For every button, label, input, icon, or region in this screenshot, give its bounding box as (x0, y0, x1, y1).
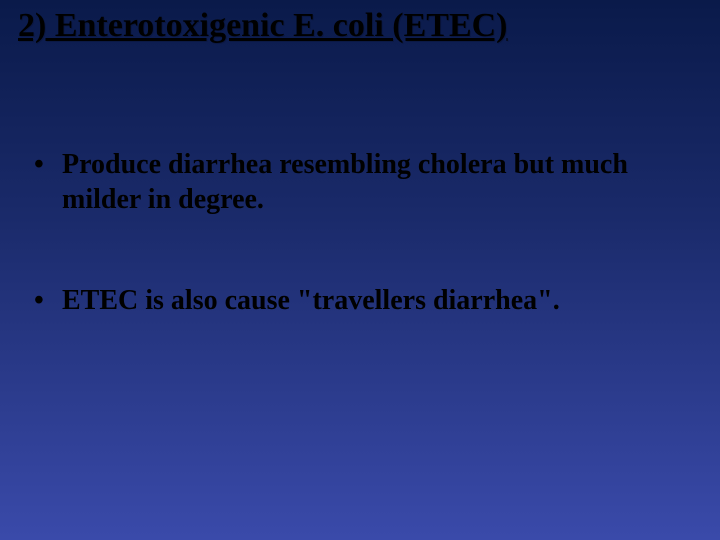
bullet-item: ETEC is also cause "travellers diarrhea"… (34, 283, 702, 318)
slide-container: 2) Enterotoxigenic E. coli (ETEC) Produc… (0, 0, 720, 540)
bullet-item: Produce diarrhea resembling cholera but … (34, 147, 702, 217)
bullet-list: Produce diarrhea resembling cholera but … (18, 147, 702, 318)
slide-title: 2) Enterotoxigenic E. coli (ETEC) (18, 6, 702, 47)
